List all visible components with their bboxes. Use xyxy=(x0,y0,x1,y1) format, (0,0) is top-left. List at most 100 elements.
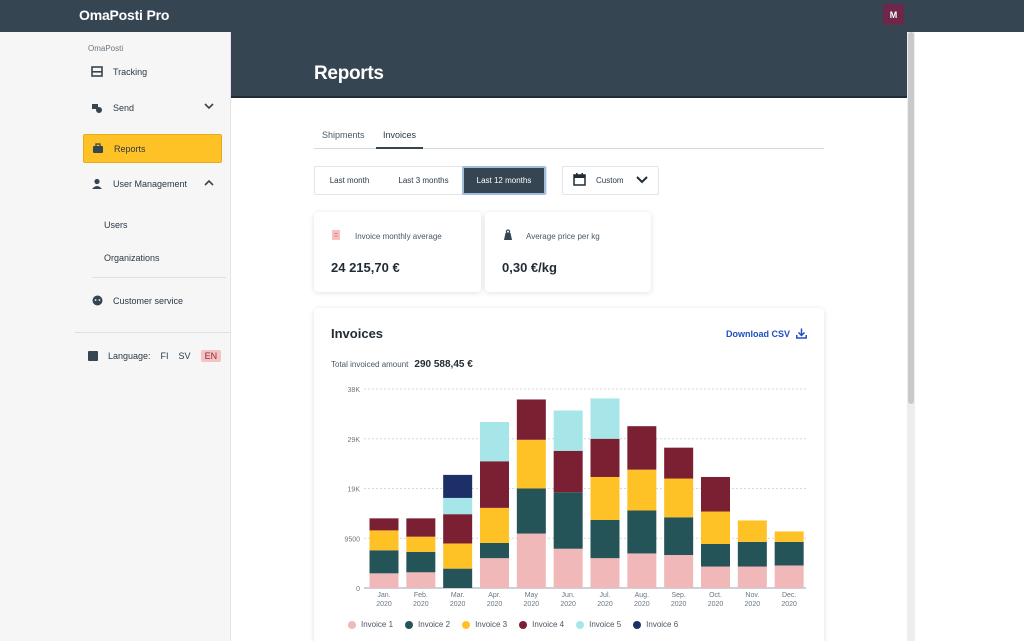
legend-swatch xyxy=(519,620,528,629)
sidebar-item-send[interactable]: Send xyxy=(83,93,222,122)
bar-segment xyxy=(590,438,620,477)
y-tick-label: 19K xyxy=(348,487,361,494)
bar-segment xyxy=(480,542,509,559)
total-value: 290 588,45 € xyxy=(414,359,473,370)
x-tick-label: 2020 xyxy=(745,601,761,608)
sidebar-subitem-organizations[interactable]: Organizations xyxy=(104,253,160,263)
brand-logo[interactable]: OmaPosti Pro xyxy=(79,7,170,23)
x-tick-label: 2020 xyxy=(671,601,687,608)
language-label: Language: xyxy=(108,351,151,361)
sidebar-subitem-users[interactable]: Users xyxy=(104,220,128,230)
kpi-label: Invoice monthly average xyxy=(355,232,442,241)
bar-segment xyxy=(774,565,804,588)
tracking-icon xyxy=(91,66,103,78)
sidebar-item-user-management[interactable]: User Management xyxy=(83,169,222,198)
bar-segment xyxy=(516,399,546,440)
bar-segment xyxy=(553,548,583,588)
kpi-value: 24 215,70 € xyxy=(331,260,400,275)
scrollbar-thumb[interactable] xyxy=(908,32,914,404)
chevron-up-icon xyxy=(204,178,214,188)
download-csv-label: Download CSV xyxy=(726,328,791,339)
legend-item[interactable]: Invoice 1 xyxy=(348,620,393,629)
bar-segment xyxy=(443,497,473,515)
legend-item[interactable]: Invoice 2 xyxy=(405,620,450,629)
bar-segment xyxy=(406,572,436,588)
legend-swatch xyxy=(405,620,414,629)
period-last-month-button[interactable]: Last month xyxy=(329,176,370,185)
bar-segment xyxy=(701,511,730,545)
page-title: Reports xyxy=(314,63,384,84)
bar-segment xyxy=(443,568,473,588)
bar-segment xyxy=(627,553,657,588)
divider xyxy=(92,277,226,278)
send-icon xyxy=(91,102,103,114)
x-tick-label: Feb. xyxy=(414,592,428,599)
x-tick-label: 2020 xyxy=(450,601,466,608)
custom-period-dropdown[interactable]: Custom xyxy=(562,166,659,195)
y-tick-label: 38K xyxy=(348,387,361,394)
chart-title: Invoices xyxy=(331,326,384,341)
x-tick-label: Jan. xyxy=(377,592,390,599)
language-icon xyxy=(88,351,98,361)
bar-segment xyxy=(553,450,583,493)
period-last-12-months-button[interactable]: Last 12 months xyxy=(462,166,546,195)
legend-item[interactable]: Invoice 5 xyxy=(576,620,621,629)
period-last-3-months-button[interactable]: Last 3 months xyxy=(398,176,449,185)
x-tick-label: 2020 xyxy=(487,601,503,608)
language-option-en[interactable]: EN xyxy=(200,350,222,362)
download-csv-button[interactable]: Download CSV xyxy=(726,328,807,339)
bar-segment xyxy=(516,488,546,534)
legend-label: Invoice 6 xyxy=(646,620,679,629)
sidebar-item-reports[interactable]: Reports xyxy=(83,134,222,163)
bar-segment xyxy=(664,478,694,518)
x-tick-label: 2020 xyxy=(634,601,650,608)
bar-segment xyxy=(369,573,399,588)
sidebar-item-label: Reports xyxy=(114,143,146,154)
legend-label: Invoice 4 xyxy=(532,620,565,629)
language-option-fi[interactable]: FI xyxy=(160,351,169,361)
kpi-value: 0,30 €/kg xyxy=(502,260,557,275)
x-tick-label: 2020 xyxy=(781,601,797,608)
total-invoiced: Total invoiced amount 290 588,45 € xyxy=(331,359,473,370)
tab-invoices[interactable]: Invoices xyxy=(376,130,424,149)
bar-segment xyxy=(737,520,767,542)
calendar-icon xyxy=(573,173,586,188)
legend-label: Invoice 2 xyxy=(418,620,451,629)
bar-segment xyxy=(480,558,509,588)
legend-item[interactable]: Invoice 6 xyxy=(633,620,678,629)
legend-label: Invoice 5 xyxy=(589,620,622,629)
top-bar: OmaPosti Pro M xyxy=(0,0,1024,32)
sidebar-item-label: Customer service xyxy=(113,295,184,306)
bar-segment xyxy=(369,550,399,574)
sidebar-item-customer-service[interactable]: Customer service xyxy=(83,286,222,315)
sidebar-item-tracking[interactable]: Tracking xyxy=(83,57,222,86)
custom-period-label: Custom xyxy=(596,176,624,185)
user-icon xyxy=(91,178,103,190)
legend-item[interactable]: Invoice 4 xyxy=(519,620,564,629)
invoice-icon xyxy=(331,228,341,246)
bar-segment xyxy=(590,476,620,520)
bar-segment xyxy=(369,518,399,531)
bar-segment xyxy=(406,518,436,537)
x-tick-label: Jul. xyxy=(600,592,611,599)
x-tick-label: May xyxy=(525,592,539,599)
x-tick-label: Oct. xyxy=(709,592,722,599)
x-tick-label: Sep. xyxy=(671,592,685,599)
legend-item[interactable]: Invoice 3 xyxy=(462,620,507,629)
bar-segment xyxy=(443,514,473,544)
invoices-bar-chart: 0 9500 19K 29K 38K Jan. 2020 Feb. 2020 Mar. 2020 Ap… xyxy=(344,387,806,608)
sidebar-section-label: OmaPosti xyxy=(88,44,124,53)
x-tick-label: 2020 xyxy=(597,601,613,608)
bar-segment xyxy=(664,447,694,479)
x-tick-label: 2020 xyxy=(524,601,540,608)
bar-segment xyxy=(480,507,509,543)
language-option-sv[interactable]: SV xyxy=(178,351,191,361)
x-tick-label: 2020 xyxy=(708,601,724,608)
legend-swatch xyxy=(462,620,471,629)
bar-segment xyxy=(590,558,620,588)
avatar[interactable]: M xyxy=(883,4,904,25)
bar-segment xyxy=(443,543,473,569)
tab-shipments[interactable]: Shipments xyxy=(322,130,365,140)
kpi-card-invoice-average: Invoice monthly average 24 215,70 € xyxy=(314,212,481,292)
bar-segment xyxy=(406,536,436,552)
